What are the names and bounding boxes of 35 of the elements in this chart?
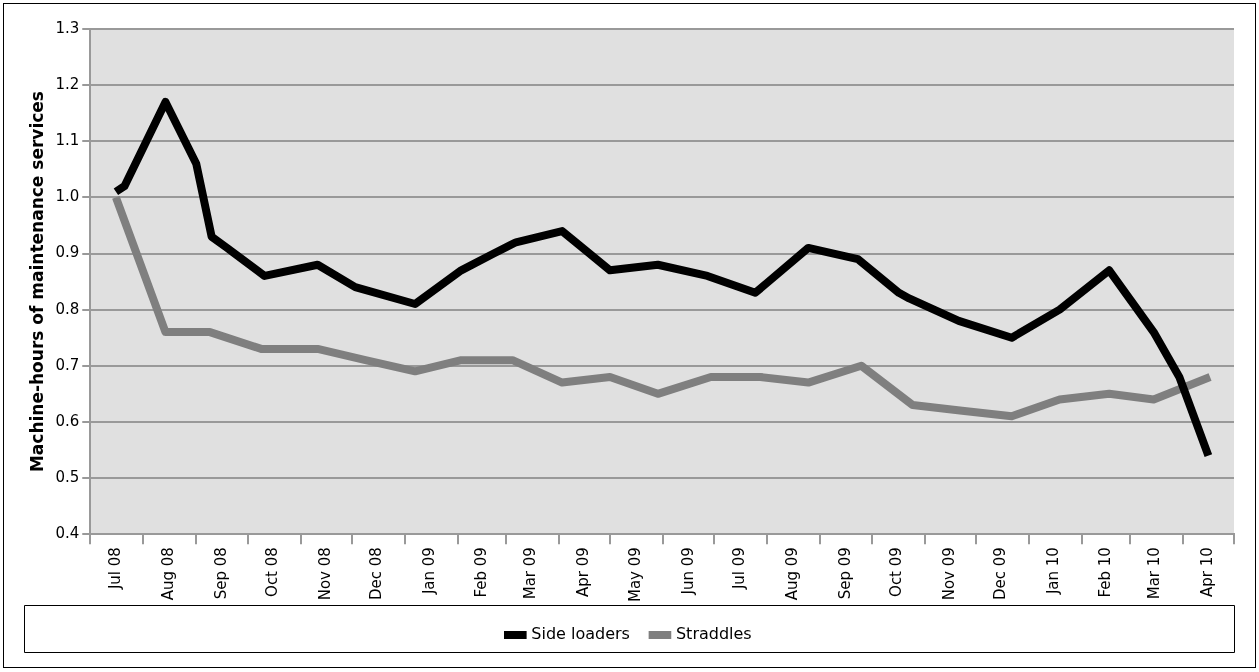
x-tick-label: Dec 09 — [991, 547, 1010, 601]
x-tick-label: Jan 09 — [420, 547, 439, 596]
x-tick-label: Apr 09 — [574, 547, 593, 597]
x-tick-label: Jan 10 — [1044, 547, 1063, 596]
x-tick-label: Sep 08 — [211, 547, 230, 600]
y-tick-label: 1.2 — [55, 75, 80, 94]
y-tick-label: 1.0 — [55, 187, 80, 206]
y-axis-title: Machine-hours of maintenance services — [26, 91, 47, 473]
y-tick-label: 0.9 — [55, 243, 80, 262]
y-tick-label: 1.1 — [55, 131, 80, 150]
y-tick-label: 0.4 — [55, 524, 80, 543]
x-tick-label: Oct 08 — [263, 547, 282, 597]
x-tick-label: Jul 08 — [105, 547, 124, 591]
y-tick-label: 0.6 — [55, 411, 80, 430]
legend-label: Side loaders — [531, 624, 630, 644]
x-tick-label: Aug 09 — [782, 547, 801, 601]
x-tick-label: Mar 10 — [1145, 547, 1164, 600]
x-tick-label: Feb 09 — [471, 547, 490, 598]
y-tick-label: 0.8 — [55, 299, 80, 318]
y-tick-label: 1.3 — [55, 18, 80, 37]
x-tick-label: Sep 09 — [835, 547, 854, 600]
x-tick-label: Nov 09 — [940, 547, 959, 601]
y-tick-label: 0.7 — [55, 355, 80, 374]
x-tick-label: Jul 09 — [729, 547, 748, 591]
legend-label: Straddles — [675, 624, 752, 644]
x-tick-label: Jun 09 — [678, 547, 697, 596]
x-tick-label: May 09 — [625, 547, 644, 603]
y-tick-label: 0.5 — [55, 467, 80, 486]
x-tick-label: Nov 08 — [316, 547, 335, 601]
x-tick-label: Aug 08 — [158, 547, 177, 601]
x-tick-label: Oct 09 — [887, 547, 906, 597]
x-tick-label: Apr 10 — [1198, 547, 1217, 597]
x-tick-label: Feb 10 — [1095, 547, 1114, 598]
x-tick-label: Mar 09 — [521, 547, 540, 600]
x-tick-label: Dec 08 — [367, 547, 386, 601]
